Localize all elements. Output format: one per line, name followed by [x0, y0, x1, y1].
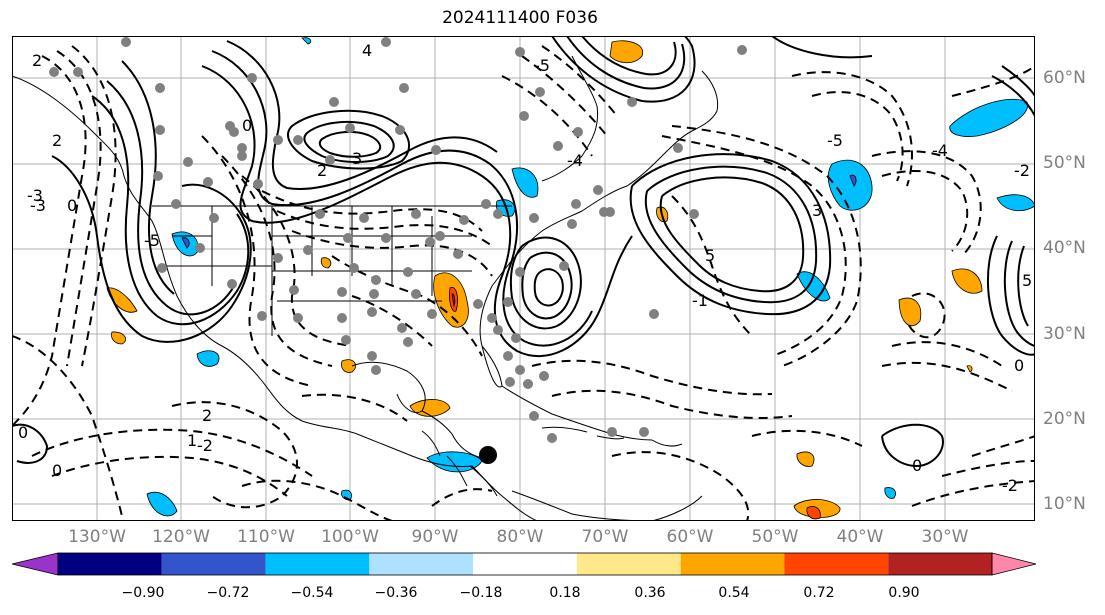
contour-label: -3: [27, 186, 43, 205]
colorbar-segment: [58, 553, 162, 575]
contour-label: -2: [1014, 161, 1030, 180]
lon-label: 70°W: [581, 527, 629, 547]
contour-label: 5: [705, 246, 715, 265]
colorbar-tick: 0.72: [803, 585, 835, 601]
contour-label: -1: [692, 291, 708, 310]
coastlines: [12, 55, 719, 521]
lat-label: 60°N: [1043, 68, 1086, 88]
colorbar-tick: 0.18: [549, 585, 581, 601]
shaded-areas: [106, 37, 1035, 520]
colorbar-tick: 0.36: [634, 585, 666, 601]
colorbar-segment: [784, 553, 889, 575]
colorbar-segment: [369, 553, 474, 575]
contour-label: 0: [52, 461, 62, 480]
colorbar-tick: 0.54: [718, 585, 750, 601]
lat-label: 30°N: [1043, 324, 1086, 344]
contour-label: -3: [30, 196, 46, 215]
lon-label: 130°W: [68, 527, 126, 547]
lon-label: 40°W: [836, 527, 884, 547]
colorbar-segment: [161, 553, 266, 575]
map-title: 2024111400 F036: [442, 8, 598, 28]
contour-label: 3: [812, 201, 822, 220]
colorbar-tick: −0.72: [206, 585, 250, 601]
contour-label: -5: [827, 131, 843, 150]
contour-label: 0: [1014, 356, 1024, 375]
contour-label: 0: [18, 423, 28, 442]
colorbar-extend-high: [991, 552, 1037, 576]
colorbar-segment: [888, 553, 992, 575]
colorbar-segment: [680, 553, 785, 575]
colorbar-segment: [473, 553, 577, 575]
contour-label: -5: [534, 56, 550, 75]
colorbar-outline: [57, 552, 993, 576]
lat-label: 20°N: [1043, 409, 1086, 429]
contour-label: 5: [1022, 271, 1032, 290]
colorbar-tick: −0.36: [374, 585, 418, 601]
contour-label: -4: [932, 141, 948, 160]
contour-label: 2: [32, 51, 42, 70]
colorbar-tick: −0.18: [459, 585, 503, 601]
colorbar: [11, 552, 1037, 576]
contour-label: -2: [197, 436, 213, 455]
lon-label: 80°W: [496, 527, 544, 547]
map-panel: 0 0 0 2 -2 3 4 -5 5 -5 -3 3 2 0 -2 1 5 -…: [12, 36, 1035, 521]
lat-label: 40°N: [1043, 238, 1086, 258]
colorbar-tick: −0.54: [290, 585, 334, 601]
contour-label: -2: [1002, 476, 1018, 495]
contour-label: 4: [362, 41, 372, 60]
lon-label: 100°W: [321, 527, 379, 547]
colorbar-tick: 0.90: [888, 585, 920, 601]
weather-map: 0 0 0 2 -2 3 4 -5 5 -5 -3 3 2 0 -2 1 5 -…: [12, 36, 1035, 521]
contour-label: 3: [352, 149, 362, 168]
lon-label: 60°W: [666, 527, 714, 547]
colorbar-tick: −0.90: [121, 585, 165, 601]
contour-label: 0: [912, 456, 922, 475]
lon-label: 110°W: [237, 527, 295, 547]
contour-label: 0: [242, 116, 252, 135]
lon-label: 120°W: [152, 527, 210, 547]
contour-label: -5: [144, 231, 160, 250]
contour-label: 2: [52, 131, 62, 150]
contour-labels: 0 0 0 2 -2 3 4 -5 5 -5 -3 3 2 0 -2 1 5 -…: [18, 41, 1032, 495]
contour-label: -4: [567, 151, 583, 170]
dashed-contours: [12, 45, 1035, 521]
lat-label: 50°N: [1043, 153, 1086, 173]
contour-label: 2: [202, 406, 212, 425]
lon-label: 30°W: [921, 527, 969, 547]
storm-center-marker: [479, 446, 497, 464]
lat-label: 10°N: [1043, 494, 1086, 514]
colorbar-segment: [576, 553, 681, 575]
lon-label: 50°W: [751, 527, 799, 547]
contour-label: 1: [187, 431, 197, 450]
lon-label: 90°W: [411, 527, 459, 547]
colorbar-extend-low: [11, 552, 59, 576]
station-markers: [49, 37, 747, 443]
contour-label: 0: [67, 196, 77, 215]
solid-contours: [12, 36, 1035, 468]
colorbar-segment: [265, 553, 370, 575]
contour-label: 2: [317, 161, 327, 180]
